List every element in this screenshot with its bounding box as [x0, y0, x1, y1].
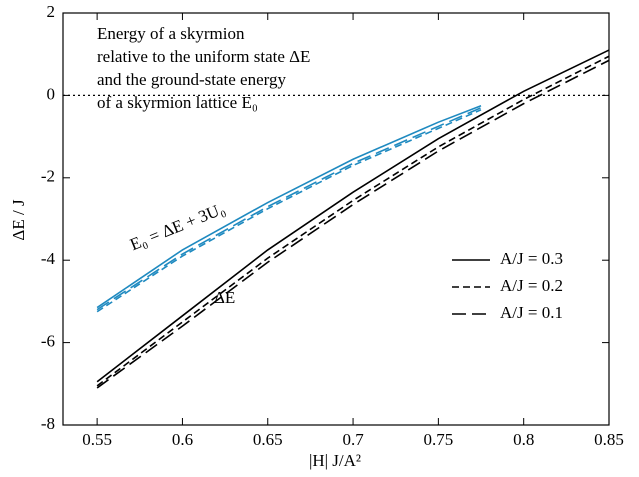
- x-tick-label: 0.6: [172, 430, 193, 449]
- legend-label: A/J = 0.2: [500, 276, 563, 295]
- x-tick-label: 0.85: [594, 430, 624, 449]
- line-series: [96, 109, 482, 313]
- annotation: and the ground-state energy: [97, 70, 286, 89]
- x-tick-label: 0.75: [424, 430, 454, 449]
- x-tick-label: 0.8: [513, 430, 534, 449]
- x-tick-label: 0.55: [82, 430, 112, 449]
- curve-label: E₀ = ΔE + 3U₀: [127, 199, 227, 254]
- x-axis-label: |H| J/A²: [309, 451, 361, 470]
- line-series: [96, 104, 482, 309]
- x-tick-label: 0.7: [342, 430, 364, 449]
- line-series: [96, 49, 610, 383]
- line-series: [96, 59, 610, 389]
- line-series: [96, 107, 482, 311]
- annotation: relative to the uniform state ΔE: [97, 47, 310, 66]
- plot-frame: [62, 12, 610, 426]
- legend-label: A/J = 0.1: [500, 303, 563, 322]
- y-tick-label: 0: [47, 84, 56, 103]
- curve-label: ΔE: [214, 288, 235, 307]
- y-tick-label: 2: [47, 2, 56, 21]
- y-tick-label: -4: [41, 249, 56, 268]
- legend-label: A/J = 0.3: [500, 249, 563, 268]
- y-tick-label: -8: [41, 414, 55, 433]
- annotation: Energy of a skyrmion: [97, 24, 245, 43]
- annotation: of a skyrmion lattice E₀: [97, 93, 258, 112]
- y-tick-label: -2: [41, 167, 55, 186]
- y-axis-label: ΔE / J: [9, 199, 28, 241]
- x-tick-label: 0.65: [253, 430, 283, 449]
- y-tick-label: -6: [41, 332, 55, 351]
